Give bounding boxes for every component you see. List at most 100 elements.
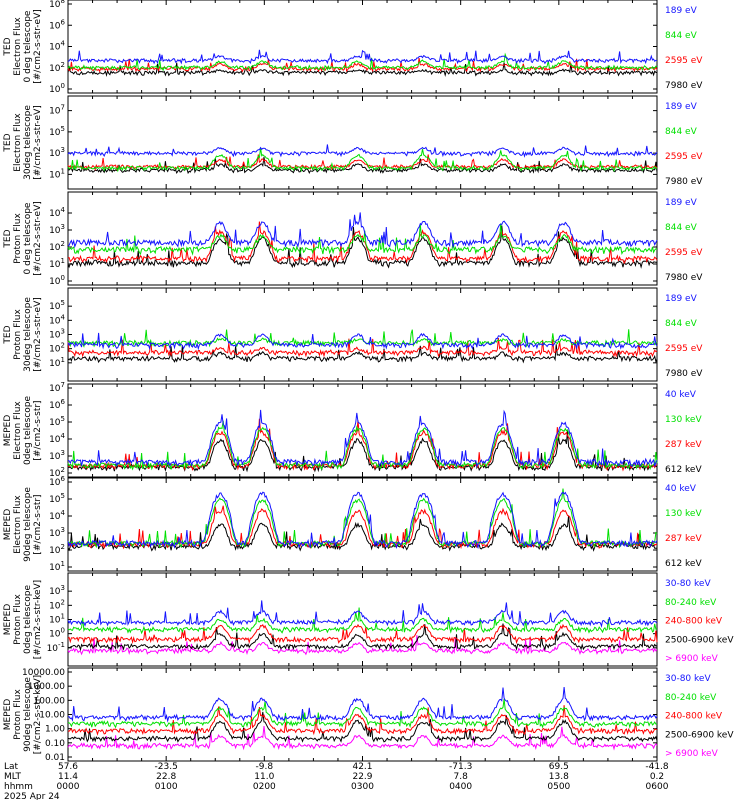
x-tick-mlt-6: 13.8 <box>549 772 569 782</box>
panel-frame-6 <box>67 477 658 572</box>
legend-label-7-3: 240-800 keV <box>665 617 723 627</box>
y-axis-label-8-2: Proton Flux <box>13 689 23 740</box>
y-axis-label-5-4: [#/cm2-s-str] <box>33 400 43 460</box>
legend-label-6-4: 40 keV <box>665 484 697 494</box>
legend-label-3-1: 7980 eV <box>665 273 703 283</box>
legend-label-2-2: 2595 eV <box>665 152 703 162</box>
legend-label-6-2: 287 keV <box>665 534 702 544</box>
y-tick-label-2-3: 105 <box>49 125 65 138</box>
y-tick-label-2-4: 107 <box>49 104 65 117</box>
series-trace-7-3 <box>67 623 658 645</box>
series-trace-6-3 <box>67 488 658 549</box>
y-axis-label-3-1: TED <box>3 229 13 248</box>
series-trace-8-1 <box>67 726 658 751</box>
y-axis-label-7-1: MEPED <box>3 604 13 636</box>
x-tick-lat-5: -71.3 <box>449 762 472 772</box>
series-trace-3-2 <box>67 221 658 265</box>
y-axis-label-1-1: TED <box>3 37 13 56</box>
series-trace-1-4 <box>67 49 657 65</box>
y-tick-label-6-1: 101 <box>49 560 65 573</box>
y-tick-label-2-2: 103 <box>49 146 65 159</box>
y-tick-label-4-5: 105 <box>49 299 65 312</box>
y-tick-label-7-4: 102 <box>49 598 65 611</box>
y-tick-label-5-3: 104 <box>49 432 65 445</box>
y-axis-label-5-1: MEPED <box>3 415 13 447</box>
y-axis-label-6-4: [#/cm2-s-str] <box>33 494 43 554</box>
y-tick-label-8-2: 0.10 <box>45 739 65 749</box>
series-trace-2-2 <box>67 154 658 171</box>
y-axis-label-7-3: 0deg telescope <box>23 585 33 655</box>
x-tick-hhmm-3: 0200 <box>253 782 276 792</box>
legend-label-3-2: 2595 eV <box>665 248 703 258</box>
legend-label-6-3: 130 keV <box>665 509 702 519</box>
y-axis-label-2-4: [#/cm2-s-str-eV] <box>33 105 43 180</box>
y-tick-label-6-6: 106 <box>49 475 65 488</box>
x-tick-mlt-2: 22.8 <box>156 772 176 782</box>
y-tick-label-4-3: 103 <box>49 328 65 341</box>
y-tick-label-5-4: 105 <box>49 415 65 428</box>
legend-label-3-4: 189 eV <box>665 198 698 208</box>
legend-label-1-1: 7980 eV <box>665 81 703 91</box>
series-trace-4-4 <box>67 332 658 351</box>
x-row-label-lat: Lat <box>4 762 19 772</box>
y-axis-label-8-3: 90deg telescope <box>23 677 33 752</box>
series-trace-8-4 <box>67 698 658 729</box>
y-tick-label-8-7: 10000.00 <box>22 668 65 678</box>
legend-label-1-3: 844 eV <box>665 31 698 41</box>
y-tick-label-4-2: 102 <box>49 342 65 355</box>
y-axis-label-7-2: Proton Flux <box>13 594 23 645</box>
series-trace-8-3 <box>67 705 657 736</box>
legend-label-4-4: 189 eV <box>665 294 698 304</box>
legend-label-8-4: 80-240 keV <box>665 693 717 703</box>
x-tick-hhmm-2: 0100 <box>155 782 178 792</box>
legend-label-8-3: 240-800 keV <box>665 712 723 722</box>
series-trace-3-3 <box>67 223 658 256</box>
y-tick-label-6-4: 104 <box>49 509 65 522</box>
panel-frame-2 <box>67 95 658 190</box>
y-tick-label-1-1: 100 <box>49 82 65 95</box>
series-trace-4-1 <box>67 344 658 364</box>
y-tick-label-3-2: 101 <box>49 257 65 270</box>
x-tick-mlt-4: 22.9 <box>352 772 372 782</box>
series-trace-3-4 <box>67 212 658 249</box>
legend-label-5-2: 287 keV <box>665 440 702 450</box>
y-tick-label-6-3: 103 <box>49 526 65 539</box>
legend-label-5-4: 40 keV <box>665 390 697 400</box>
y-tick-label-1-5: 108 <box>49 0 65 10</box>
y-tick-label-4-4: 104 <box>49 313 65 326</box>
y-tick-label-1-4: 106 <box>49 18 65 31</box>
x-tick-hhmm-1: 0000 <box>57 782 80 792</box>
legend-label-8-1: > 6900 keV <box>665 749 719 759</box>
y-axis-label-3-4: [#/cm2-s-str-eV] <box>33 201 43 276</box>
series-trace-3-1 <box>67 225 658 269</box>
x-tick-mlt-1: 11.4 <box>58 772 78 782</box>
y-axis-label-5-3: 0deg telescope <box>23 396 33 466</box>
y-tick-label-4-1: 101 <box>49 356 65 369</box>
y-axis-label-6-2: Electron Flux <box>13 495 23 554</box>
legend-label-5-3: 130 keV <box>665 415 702 425</box>
y-tick-label-7-3: 101 <box>49 613 65 626</box>
legend-label-3-3: 844 eV <box>665 223 698 233</box>
panel-frame-4 <box>67 287 658 382</box>
y-axis-label-1-3: 0 deg telescope <box>23 10 33 82</box>
legend-label-6-1: 612 keV <box>665 559 702 569</box>
series-trace-8-2 <box>67 711 658 744</box>
y-tick-label-6-2: 102 <box>49 543 65 556</box>
legend-label-8-5: 30-80 keV <box>665 674 711 684</box>
legend-label-7-1: > 6900 keV <box>665 654 719 664</box>
y-tick-label-7-1: 10-1 <box>47 641 65 654</box>
y-axis-label-6-1: MEPED <box>3 509 13 541</box>
legend-label-1-2: 2595 eV <box>665 56 703 66</box>
y-axis-label-4-3: 30deg telescope <box>23 297 33 372</box>
series-trace-4-3 <box>67 329 658 348</box>
series-trace-2-3 <box>67 147 658 173</box>
y-tick-label-1-2: 102 <box>49 61 65 74</box>
y-axis-label-3-2: Proton Flux <box>13 213 23 264</box>
y-tick-label-5-6: 107 <box>49 381 65 394</box>
y-tick-label-8-3: 1.00 <box>45 725 65 735</box>
x-tick-mlt-3: 11.0 <box>254 772 274 782</box>
y-tick-label-8-5: 100.00 <box>34 696 66 706</box>
y-tick-label-6-5: 105 <box>49 492 65 505</box>
y-tick-label-3-3: 102 <box>49 240 65 253</box>
